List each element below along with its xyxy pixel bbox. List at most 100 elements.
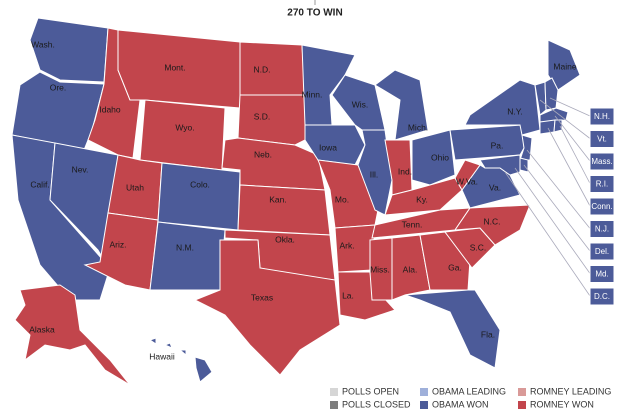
state-shape xyxy=(148,337,157,345)
state-label: S.C. xyxy=(470,242,487,252)
state-label: Neb. xyxy=(254,149,272,159)
state-label: Kan. xyxy=(269,194,287,204)
state-label: Calif. xyxy=(30,179,49,189)
state-label: Ga. xyxy=(448,262,462,272)
state-label: Ill. xyxy=(370,169,379,179)
legend-label: OBAMA LEADING xyxy=(432,386,506,396)
legend-swatch xyxy=(518,388,526,396)
state-label: Fla. xyxy=(481,329,495,339)
leader-line xyxy=(547,127,591,207)
state-label: Miss. xyxy=(370,264,390,274)
state-shape xyxy=(157,162,241,231)
state-shape xyxy=(237,184,331,236)
state-label: Ala. xyxy=(403,264,418,274)
state-shape xyxy=(357,129,393,216)
state-label: Minn. xyxy=(302,89,323,99)
state-label: Colo. xyxy=(190,179,210,189)
state-shape xyxy=(178,349,187,357)
legend-label: ROMNEY WON xyxy=(530,399,594,409)
small-state-label: N.H. xyxy=(594,112,610,121)
state-label: Pa. xyxy=(491,140,504,150)
small-state-label: N.J. xyxy=(595,225,609,234)
state-shape xyxy=(194,356,213,383)
state-shape xyxy=(14,284,131,386)
state-label: Ariz. xyxy=(110,239,127,249)
small-state-box xyxy=(589,175,615,193)
state-shape xyxy=(239,41,306,96)
state-label: Ore. xyxy=(50,82,67,92)
small-state-label: Conn. xyxy=(591,202,612,211)
state-shape xyxy=(369,237,393,301)
legend-swatch xyxy=(330,388,338,396)
state-label: La. xyxy=(342,290,354,300)
state-label: N.M. xyxy=(176,242,194,252)
state-label: Idaho xyxy=(99,104,121,114)
state-shape xyxy=(479,154,521,176)
small-state-label: Mass. xyxy=(591,157,612,166)
small-state-label: Del. xyxy=(595,247,609,256)
state-label: Wis. xyxy=(352,99,369,109)
state-shape xyxy=(454,159,481,191)
state-label: Utah xyxy=(126,182,144,192)
state-shape xyxy=(547,39,581,91)
state-label: S.D. xyxy=(254,111,271,121)
legend-label: POLLS OPEN xyxy=(342,386,399,396)
state-shape xyxy=(464,79,541,136)
state-label: Wyo. xyxy=(175,122,194,132)
leader-line xyxy=(554,115,591,162)
leader-line xyxy=(549,97,591,117)
state-label: Ky. xyxy=(416,194,428,204)
small-state-box xyxy=(589,130,615,148)
state-label: N.C. xyxy=(484,216,501,226)
state-label: Mich. xyxy=(408,122,428,132)
states: Wash. Ore. Calif. Nev. Idaho Mont. Wyo. Utah Col… xyxy=(11,17,581,386)
leader-line xyxy=(559,125,591,184)
state-label: N.D. xyxy=(254,64,271,74)
small-state-boxes: N.H. Vt. Mass. R.I. Conn. N.J. Del. Md. D.C. xyxy=(504,97,615,306)
legend-swatch xyxy=(420,388,428,396)
state-shape xyxy=(83,212,159,291)
small-state-label: D.C. xyxy=(594,292,610,301)
state-label: Mo. xyxy=(335,194,349,204)
state-label: Ohio xyxy=(431,152,449,162)
legend-label: POLLS CLOSED xyxy=(342,399,411,409)
state-label: Wash. xyxy=(31,39,55,49)
small-state-box xyxy=(589,265,615,283)
state-shape xyxy=(193,239,341,376)
northeast-small-states xyxy=(479,77,569,176)
state-shape xyxy=(449,124,525,161)
leader-line xyxy=(523,164,591,252)
small-state-box xyxy=(589,197,615,216)
state-label: Ind. xyxy=(398,166,412,176)
small-state-box xyxy=(589,287,615,306)
state-shape xyxy=(374,69,429,141)
legend-swatch xyxy=(330,401,338,409)
state-label: Mont. xyxy=(164,62,185,72)
state-label: N.Y. xyxy=(507,106,522,116)
small-state-label: Vt. xyxy=(597,135,607,144)
small-state-box xyxy=(589,220,615,238)
state-shape xyxy=(163,342,173,349)
state-shape xyxy=(553,119,563,133)
small-state-box xyxy=(589,242,615,261)
state-shape xyxy=(149,221,226,291)
state-shape xyxy=(544,77,559,111)
legend-swatch xyxy=(420,401,428,409)
state-shape xyxy=(139,99,226,171)
leader-line xyxy=(539,99,591,139)
state-shape xyxy=(539,119,556,135)
small-state-label: Md. xyxy=(595,270,608,279)
state-label: Iowa xyxy=(319,142,337,152)
leader-line xyxy=(504,171,591,297)
small-state-box xyxy=(589,107,615,126)
state-shape xyxy=(539,107,569,123)
legend-label: ROMNEY LEADING xyxy=(530,386,611,396)
state-shape xyxy=(404,289,501,369)
legend-label: OBAMA WON xyxy=(432,399,489,409)
state-label: Va. xyxy=(489,182,501,192)
leader-line xyxy=(526,149,591,229)
legend-swatch xyxy=(518,401,526,409)
state-shape xyxy=(391,234,431,301)
state-shape xyxy=(237,94,306,146)
